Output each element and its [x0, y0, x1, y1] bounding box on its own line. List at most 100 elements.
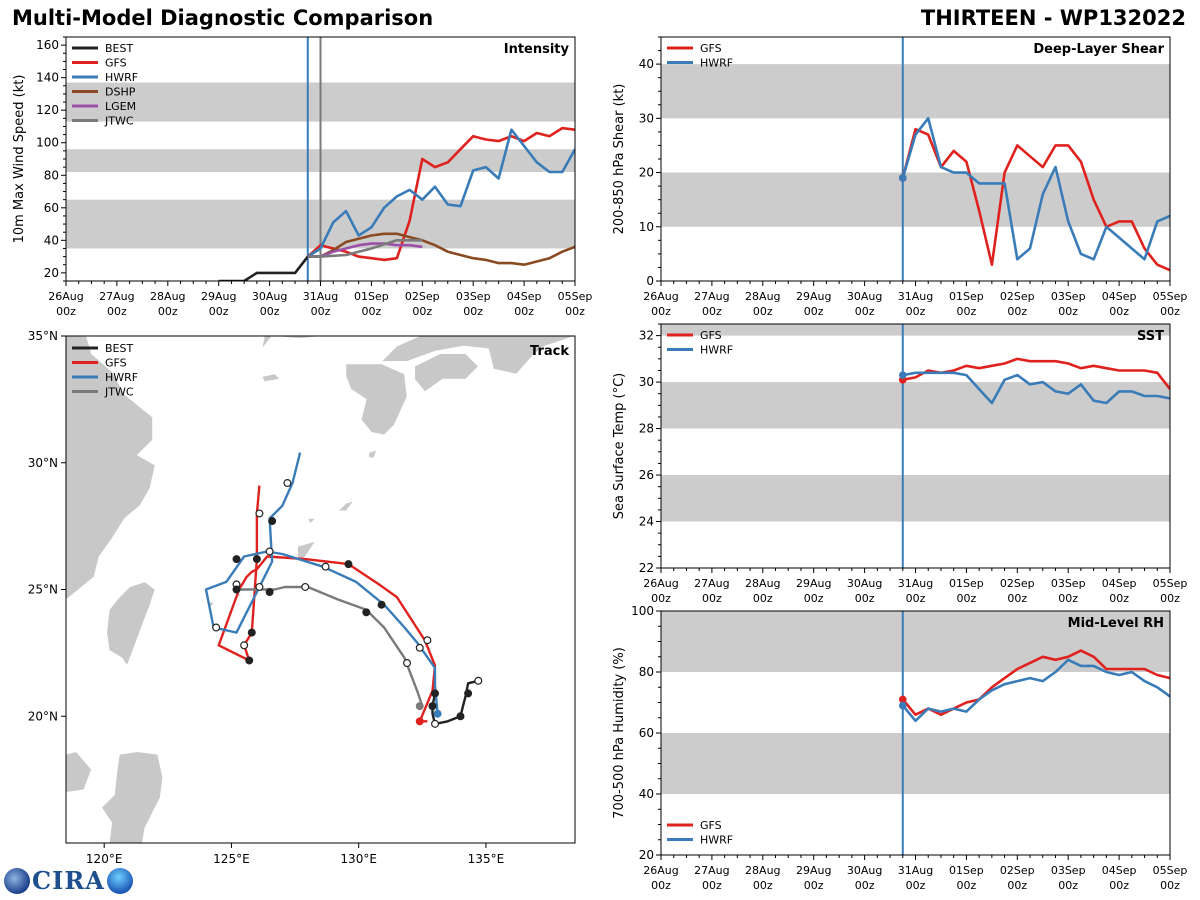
track-position-marker	[283, 479, 292, 488]
intensity-legend-label-hwrf: HWRF	[105, 71, 138, 84]
amami-island	[337, 500, 355, 512]
shear-xtick-day-label: 26Aug	[643, 290, 678, 303]
rh-xtick-day-label: 29Aug	[796, 864, 831, 877]
track-position-marker	[232, 585, 241, 594]
track-position-marker	[415, 643, 424, 652]
rh-xtick-hour-label: 00z	[906, 879, 926, 892]
sst-xtick-day-label: 01Sep	[949, 577, 984, 590]
shear-xtick-hour-label: 00z	[1160, 305, 1180, 318]
sst-legend-label-gfs: GFS	[700, 329, 722, 342]
track-position-marker	[344, 560, 353, 569]
rh-ytick-label: 80	[639, 665, 654, 679]
rh-line-gfs	[901, 649, 1170, 717]
rh-xtick-hour-label: 00z	[957, 879, 977, 892]
shear-panel: 0 10 20 30 40 26Aug 00z 27Aug 00z 28Aug 00z 29Aug 00…	[612, 36, 1187, 318]
track-position-marker	[321, 562, 330, 571]
intensity-line-jtwc	[307, 239, 423, 258]
intensity-xtick-hour-label: 00z	[107, 305, 127, 318]
shear-xtick-day-label: 04Sep	[1102, 290, 1137, 303]
intensity-xtick-hour-label: 00z	[362, 305, 382, 318]
cira-emblem-icon	[106, 867, 133, 894]
intensity-series-group	[218, 126, 575, 281]
track-position-marker	[456, 712, 465, 721]
luzon-island	[101, 751, 164, 843]
shear-xtick-hour-label: 00z	[753, 305, 773, 318]
taiwan-island	[106, 581, 156, 667]
sst-xtick-day-label: 28Aug	[745, 577, 780, 590]
rh-line-hwrf	[901, 658, 1170, 723]
shear-xtick-hour-label: 00z	[957, 305, 977, 318]
intensity-xtick-hour-label: 00z	[514, 305, 534, 318]
sst-ytick-label: 28	[639, 422, 654, 436]
sst-line-hwrf	[902, 371, 1170, 405]
track-position-marker	[232, 555, 241, 564]
rh-xtick-day-label: 01Sep	[949, 864, 984, 877]
track-line-best	[431, 679, 479, 726]
tokunoshima-island	[307, 518, 317, 525]
shear-line-hwrf	[901, 117, 1170, 261]
track-lines-group	[204, 452, 479, 726]
track-xtick-label: 120°E	[86, 852, 123, 866]
track-line-gfs	[217, 485, 437, 723]
rh-xtick-hour-label: 00z	[1160, 879, 1180, 892]
rh-xtick-hour-label: 00z	[855, 879, 875, 892]
rh-xtick-day-label: 03Sep	[1051, 864, 1086, 877]
shear-ytick-label: 10	[639, 220, 654, 234]
shear-xtick-day-label: 31Aug	[898, 290, 933, 303]
track-position-marker	[431, 689, 440, 698]
intensity-xtick-day-label: 26Aug	[48, 290, 83, 303]
shear-legend-label-gfs: GFS	[700, 42, 722, 55]
intensity-xtick-day-label: 28Aug	[150, 290, 185, 303]
sst-frame	[660, 323, 1171, 569]
shear-ytick-label: 30	[639, 111, 654, 125]
shear-xtick-hour-label: 00z	[1007, 305, 1027, 318]
track-position-marker	[428, 702, 437, 711]
track-position-marker	[255, 582, 264, 591]
shear-legend-label-hwrf: HWRF	[700, 57, 733, 70]
track-legend-label-best: BEST	[105, 342, 133, 355]
sst-panel-title: SST	[1137, 329, 1164, 344]
sst-xtick-day-label: 27Aug	[694, 577, 729, 590]
shear-panel-title: Deep-Layer Shear	[1033, 42, 1164, 57]
intensity-legend-label-lgem: LGEM	[105, 100, 136, 113]
track-position-marker	[433, 709, 442, 718]
intensity-xtick-day-label: 29Aug	[201, 290, 236, 303]
sst-xtick-hour-label: 00z	[651, 592, 671, 605]
rh-xtick-hour-label: 00z	[1109, 879, 1129, 892]
intensity-xtick-day-label: 02Sep	[405, 290, 440, 303]
rh-xtick-day-label: 05Sep	[1153, 864, 1188, 877]
intensity-ytick-label: 40	[44, 233, 59, 247]
rh-start-point-hwrf	[898, 701, 907, 710]
shear-xtick-hour-label: 00z	[906, 305, 926, 318]
intensity-line-lgem	[307, 242, 423, 258]
rh-xtick-day-label: 02Sep	[1000, 864, 1035, 877]
sst-band-2	[661, 324, 1170, 336]
rh-ytick-label: 40	[639, 787, 654, 801]
rh-ylabel: 700-500 hPa Humidity (%)	[612, 647, 627, 819]
sst-xtick-hour-label: 00z	[753, 592, 773, 605]
rh-series-group	[901, 649, 1170, 723]
honshu-island	[380, 336, 575, 375]
track-legend-label-jtwc: JTWC	[104, 386, 134, 399]
shear-xtick-hour-label: 00z	[855, 305, 875, 318]
rh-xtick-day-label: 04Sep	[1102, 864, 1137, 877]
track-ytick-label: 35°N	[28, 329, 58, 343]
intensity-xtick-day-label: 30Aug	[252, 290, 287, 303]
intensity-ytick-label: 120	[36, 103, 59, 117]
track-position-marker	[403, 659, 412, 668]
shear-band-0	[661, 172, 1170, 227]
intensity-xtick-hour-label: 00z	[260, 305, 280, 318]
intensity-line-dshp	[307, 232, 575, 267]
sst-ytick-label: 22	[639, 561, 654, 575]
track-position-marker	[265, 547, 274, 556]
sst-xtick-hour-label: 00z	[957, 592, 977, 605]
rh-xtick-day-label: 28Aug	[745, 864, 780, 877]
track-ytick-label: 30°N	[28, 456, 58, 470]
land-group	[66, 336, 575, 843]
track-legend-label-gfs: GFS	[105, 357, 127, 370]
shear-xtick-day-label: 27Aug	[694, 290, 729, 303]
kyushu-island	[345, 363, 408, 436]
china-coast-north	[66, 336, 156, 600]
rh-xtick-day-label: 31Aug	[898, 864, 933, 877]
